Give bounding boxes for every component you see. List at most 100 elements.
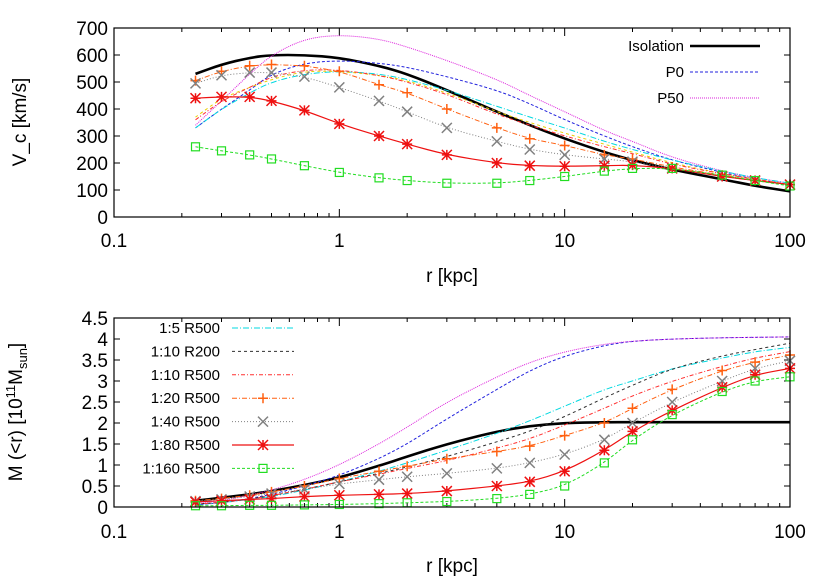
series-line <box>195 53 791 193</box>
plus-marker <box>334 473 345 484</box>
legend-label: 1:80 R500 <box>151 437 220 454</box>
square-marker <box>442 178 452 188</box>
star-marker <box>524 476 536 488</box>
square-marker <box>402 175 412 186</box>
plus-marker <box>374 466 385 477</box>
cross-marker <box>215 69 228 81</box>
svg-text:M (<r) [1011Msun]: M (<r) [1011Msun] <box>3 343 30 481</box>
square-marker <box>258 463 268 473</box>
square-marker <box>266 154 277 164</box>
cross-marker <box>265 488 278 500</box>
bottom-xlabel: r [kpc] <box>426 556 478 577</box>
y-tick-label: 0.5 <box>82 477 108 498</box>
legend-label: Isolation <box>628 38 684 55</box>
star-marker <box>441 149 453 161</box>
plus-marker <box>441 453 452 464</box>
cross-marker <box>333 81 345 93</box>
bottom-ylabel: M (<r) [1011Msun] <box>3 343 30 481</box>
legend-label: 1:40 R500 <box>151 414 220 431</box>
square-marker <box>190 142 201 152</box>
cross-marker <box>401 106 413 118</box>
legend-label: 1:20 R500 <box>151 390 220 407</box>
square-marker <box>334 167 344 178</box>
star-marker <box>749 175 761 187</box>
x-tick-label: 1 <box>334 522 345 543</box>
y-tick-label: 300 <box>76 127 108 148</box>
bottom-ylabel-a: M (<r) [10 <box>6 398 27 481</box>
plus-marker <box>491 446 502 457</box>
plus-marker <box>524 133 535 144</box>
x-tick-label: 100 <box>774 522 806 543</box>
plot-frame <box>113 27 791 218</box>
square-marker <box>245 150 255 160</box>
cross-marker <box>333 478 345 490</box>
y-tick-label: 400 <box>76 100 108 121</box>
series-line <box>195 346 791 505</box>
star-marker <box>598 160 610 172</box>
star-marker <box>333 489 345 501</box>
legend-label: P50 <box>657 90 684 107</box>
star-marker <box>559 160 571 172</box>
plus-marker <box>599 418 610 428</box>
legend-label: 1:10 R500 <box>151 367 220 384</box>
cross-marker <box>441 122 453 134</box>
y-tick-label: 3 <box>97 372 108 393</box>
square-marker <box>492 494 502 504</box>
plus-marker <box>402 461 413 472</box>
plus-marker <box>402 87 413 98</box>
cross-marker <box>401 471 413 483</box>
series-1-10-r200 <box>195 342 791 505</box>
series-line <box>195 342 791 505</box>
star-marker <box>491 480 503 492</box>
y-tick-label: 0 <box>97 208 108 229</box>
star-marker <box>598 444 610 456</box>
y-tick-label: 0 <box>97 498 108 519</box>
cross-marker <box>524 457 536 469</box>
cross-marker <box>666 396 678 408</box>
y-tick-label: 1 <box>97 456 108 477</box>
y-tick-label: 200 <box>76 154 108 175</box>
plus-marker <box>627 403 638 414</box>
square-marker <box>525 489 535 499</box>
plus-marker <box>258 393 268 404</box>
series-line <box>195 354 791 502</box>
plus-marker <box>441 104 452 114</box>
x-tick-label: 100 <box>774 231 806 252</box>
y-tick-label: 4.5 <box>82 309 108 330</box>
square-marker <box>299 161 310 171</box>
top-ylabel: V_c [km/s] <box>10 78 31 167</box>
square-marker <box>299 500 310 510</box>
plus-marker <box>559 430 570 441</box>
cross-marker <box>265 67 278 79</box>
series-isolation <box>195 53 791 193</box>
star-marker <box>189 92 202 104</box>
cross-marker <box>441 467 453 479</box>
bottom-ylabel-b: M <box>6 369 27 385</box>
square-marker <box>374 499 384 509</box>
series-line <box>195 70 791 186</box>
cross-marker <box>257 416 269 428</box>
square-marker <box>560 481 570 491</box>
plot-frame <box>113 317 791 508</box>
y-tick-label: 100 <box>76 181 108 202</box>
star-marker <box>666 162 678 174</box>
square-marker <box>667 163 677 173</box>
series-1-10-r500 <box>195 351 791 505</box>
star-marker <box>749 369 761 381</box>
square-marker <box>599 166 609 176</box>
series-isolation <box>195 420 790 502</box>
series-line <box>195 35 791 184</box>
star-marker <box>244 493 256 505</box>
square-marker <box>599 458 609 468</box>
cross-marker <box>559 149 571 161</box>
top-ylabel-text: V_c [km/s] <box>10 78 31 167</box>
bottom-ylabel-c: ] <box>6 343 27 348</box>
square-marker <box>717 170 727 180</box>
plus-marker <box>374 79 385 90</box>
x-tick-label: 0.1 <box>101 522 127 543</box>
square-marker <box>750 376 760 386</box>
x-tick-label: 1 <box>334 231 345 252</box>
series-1-160-r500 <box>190 142 795 191</box>
